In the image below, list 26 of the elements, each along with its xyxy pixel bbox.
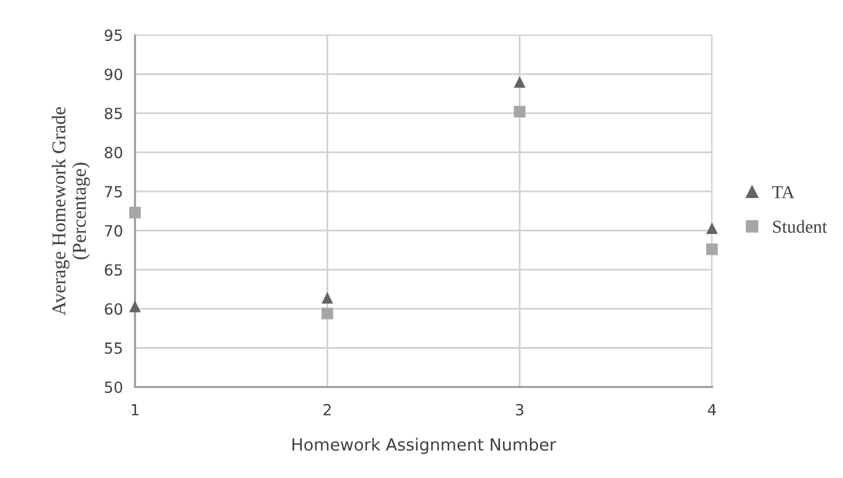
y-tick-label: 85 [104, 108, 122, 120]
y-axis-title: Average Homework Grade (Percentage) [52, 107, 90, 316]
legend-label: Student [773, 220, 828, 233]
point [514, 76, 526, 88]
x-tick-label: 4 [708, 404, 716, 416]
point [129, 300, 141, 312]
x-tick-label: 1 [132, 404, 138, 416]
x-tick-label: 3 [516, 404, 524, 416]
y-tick-label: 80 [104, 146, 122, 158]
point [129, 206, 141, 218]
y-tick-label: 65 [104, 264, 122, 276]
y-tick-label: 95 [104, 29, 122, 42]
point [706, 244, 718, 256]
y-tick-label: 50 [104, 381, 122, 394]
point [514, 106, 526, 118]
point [322, 292, 334, 304]
x-axis-title: Homework Assignment Number [292, 438, 556, 454]
legend-label: TA [772, 186, 794, 198]
y-tick-label: 55 [104, 342, 122, 354]
y-tick-label: 60 [104, 303, 122, 315]
y-tick-label: 90 [104, 68, 122, 80]
y-tick-label: 70 [105, 225, 122, 237]
point [322, 308, 334, 320]
y-tick-label: 75 [105, 186, 122, 198]
x-tick-label: 2 [324, 404, 331, 416]
point [706, 222, 718, 234]
